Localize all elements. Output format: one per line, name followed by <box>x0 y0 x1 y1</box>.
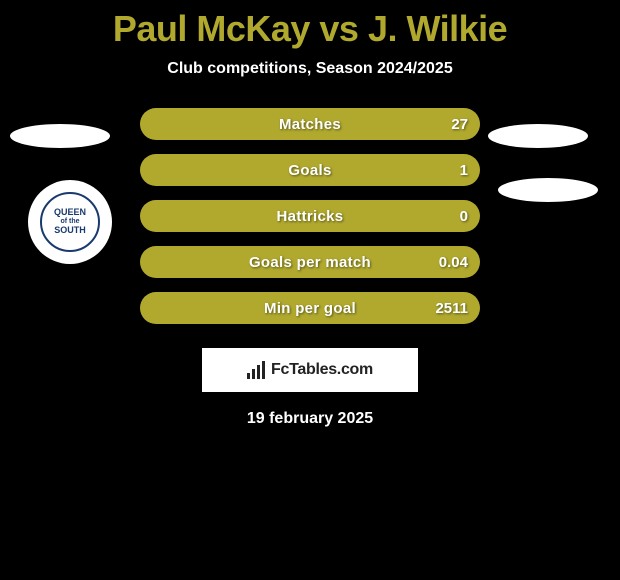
player-badge-right-1 <box>488 124 588 148</box>
stats-container: Matches 27 Goals 1 Hattricks 0 Goals per… <box>140 108 480 324</box>
stat-row-hattricks: Hattricks 0 <box>140 200 480 232</box>
stat-row-matches: Matches 27 <box>140 108 480 140</box>
brand-text: FcTables.com <box>271 361 373 379</box>
stat-value: 0.04 <box>439 254 468 271</box>
stat-value: 1 <box>460 162 468 179</box>
stat-value: 2511 <box>435 300 468 317</box>
stat-label: Matches <box>279 116 341 133</box>
stat-value: 0 <box>460 208 468 225</box>
stat-row-goals: Goals 1 <box>140 154 480 186</box>
page-title: Paul McKay vs J. Wilkie <box>0 0 620 50</box>
player-badge-right-2 <box>498 178 598 202</box>
stat-value: 27 <box>451 116 468 133</box>
subtitle: Club competitions, Season 2024/2025 <box>0 60 620 78</box>
stat-label: Goals <box>288 162 331 179</box>
stat-row-min-per-goal: Min per goal 2511 <box>140 292 480 324</box>
stat-label: Goals per match <box>249 254 371 271</box>
player-badge-left <box>10 124 110 148</box>
crest-text-3: SOUTH <box>54 226 86 236</box>
stat-label: Min per goal <box>264 300 356 317</box>
stat-label: Hattricks <box>277 208 344 225</box>
crest-text-1: QUEEN <box>54 208 86 218</box>
brand-box[interactable]: FcTables.com <box>202 348 418 392</box>
date-text: 19 february 2025 <box>0 410 620 428</box>
stat-row-goals-per-match: Goals per match 0.04 <box>140 246 480 278</box>
chart-icon <box>247 361 265 379</box>
club-crest: QUEEN of the SOUTH <box>28 180 112 264</box>
